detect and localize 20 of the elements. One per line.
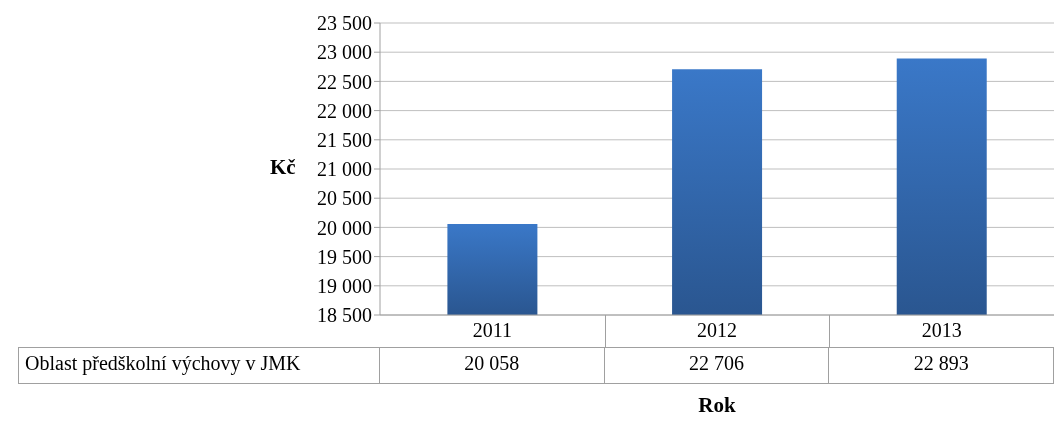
y-tick-label: 23 500 bbox=[317, 12, 372, 35]
data-label: 22 706 bbox=[604, 347, 830, 384]
data-label: 22 893 bbox=[829, 347, 1054, 384]
x-tick-label: 2011 bbox=[472, 319, 512, 342]
x-tick-label: 2013 bbox=[921, 319, 962, 342]
y-tick-label: 19 500 bbox=[317, 245, 372, 268]
y-tick-label: 21 000 bbox=[317, 158, 372, 181]
data-label: 20 058 bbox=[380, 347, 605, 384]
y-tick-label: 21 500 bbox=[317, 128, 372, 151]
y-tick-label: 22 500 bbox=[317, 70, 372, 93]
text: Oblast předškolní výchovy v JMK bbox=[18, 347, 380, 384]
y-tick-label: 23 000 bbox=[317, 41, 372, 64]
y-tick-label: 19 000 bbox=[317, 274, 372, 297]
y-tick-label: 18 500 bbox=[317, 304, 372, 327]
x-axis-title: Rok bbox=[697, 393, 737, 418]
y-axis-title: Kč bbox=[270, 155, 296, 180]
y-tick-label: 22 000 bbox=[317, 99, 372, 122]
y-tick-label: 20 000 bbox=[317, 216, 372, 239]
y-tick-label: 20 500 bbox=[317, 187, 372, 210]
x-tick-label: 2012 bbox=[697, 319, 737, 342]
